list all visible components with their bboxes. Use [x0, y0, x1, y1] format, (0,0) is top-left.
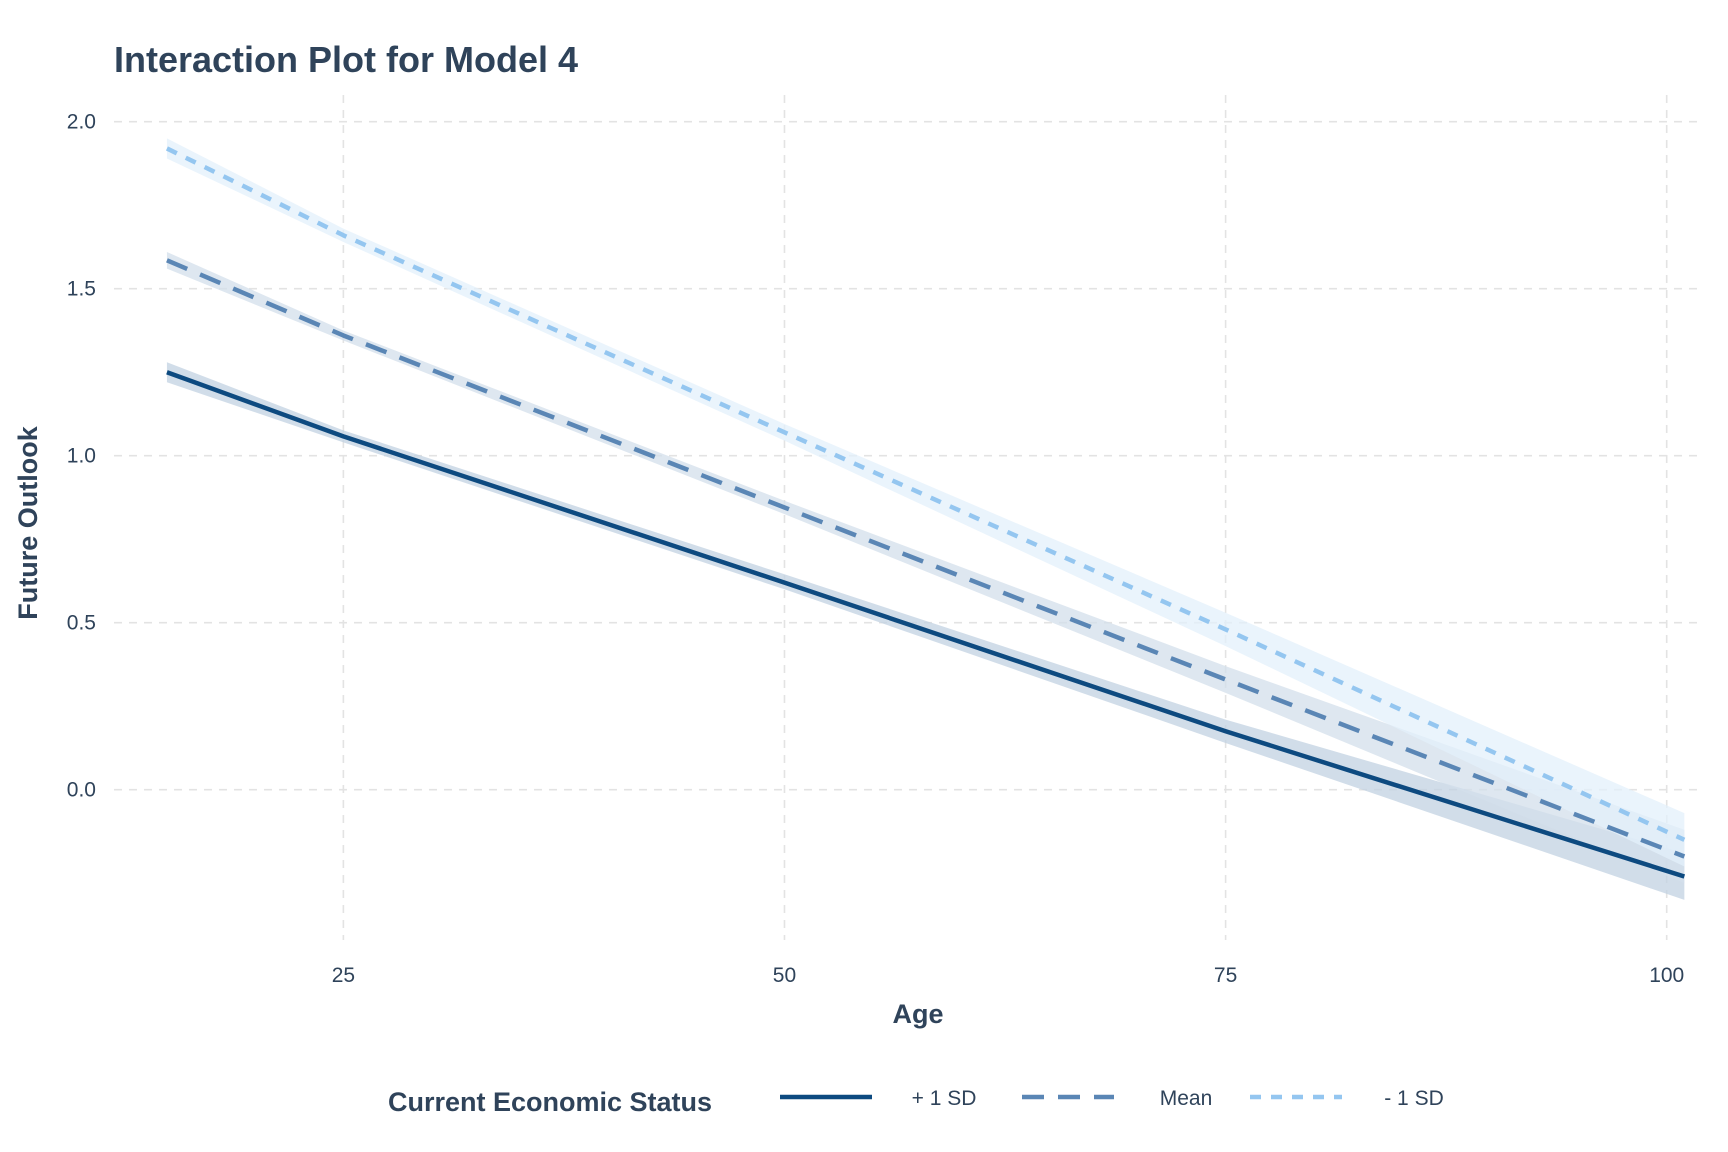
y-axis-ticks: 0.0 0.5 1.0 1.5 2.0 — [67, 111, 96, 802]
y-axis-title: Future Outlook — [13, 425, 43, 619]
legend: Current Economic Status + 1 SD Mean - 1 SD — [388, 1087, 1444, 1117]
chart-title: Interaction Plot for Model 4 — [114, 39, 578, 80]
y-tick-label: 1.0 — [67, 445, 96, 468]
y-tick-label: 2.0 — [67, 111, 96, 134]
confidence-band-1-sd — [166, 138, 1685, 867]
series-line-1-sd — [165, 146, 1686, 842]
series-line-mean — [166, 258, 1686, 859]
legend-title: Current Economic Status — [388, 1087, 712, 1117]
y-tick-label: 0.0 — [67, 779, 96, 802]
y-tick-label: 1.5 — [67, 278, 96, 301]
x-tick-label: 25 — [332, 964, 355, 987]
confidence-bands — [166, 138, 1685, 900]
legend-items: + 1 SD Mean - 1 SD — [780, 1087, 1444, 1110]
series-lines — [165, 146, 1686, 879]
y-tick-label: 0.5 — [67, 612, 96, 635]
x-tick-label: 100 — [1649, 964, 1684, 987]
series-line-1-sd — [166, 370, 1686, 879]
x-axis-title: Age — [892, 999, 943, 1029]
x-tick-label: 50 — [773, 964, 796, 987]
legend-label: - 1 SD — [1384, 1087, 1444, 1110]
x-axis-ticks: 25 50 75 100 — [332, 964, 1685, 987]
legend-label: + 1 SD — [912, 1087, 977, 1110]
x-tick-label: 75 — [1214, 964, 1237, 987]
confidence-band-mean — [166, 251, 1685, 884]
legend-label: Mean — [1160, 1087, 1213, 1110]
